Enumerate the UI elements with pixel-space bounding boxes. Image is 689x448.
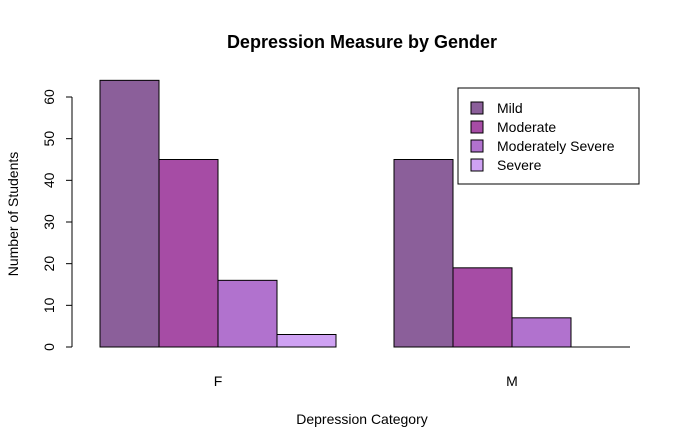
legend-swatch — [470, 139, 484, 153]
y-tick-label: 50 — [41, 131, 57, 147]
chart-title: Depression Measure by Gender — [227, 32, 497, 52]
legend-box — [457, 87, 640, 185]
bar-M-moderately-severe — [511, 317, 572, 348]
y-tick-label: 30 — [41, 214, 57, 230]
x-axis-label: Depression Category — [296, 411, 428, 427]
y-axis-label: Number of Students — [5, 152, 21, 277]
bars-group — [99, 79, 630, 348]
legend-label: Mild — [497, 100, 523, 116]
legend-swatch — [470, 120, 484, 134]
y-axis: 0 10 20 30 40 50 60 — [41, 89, 73, 351]
x-tick-label: F — [214, 373, 223, 389]
y-tick-label: 40 — [41, 172, 57, 188]
y-tick-label: 0 — [41, 343, 57, 351]
bar-F-mild — [99, 79, 160, 348]
bar-F-severe — [276, 334, 337, 348]
bar-F-moderate — [158, 159, 219, 348]
legend-label: Moderately Severe — [497, 138, 615, 154]
bar-M-moderate — [452, 267, 513, 348]
legend-swatch — [470, 101, 484, 115]
legend-label: Severe — [497, 157, 542, 173]
y-tick-label: 60 — [41, 89, 57, 105]
legend-label: Moderate — [497, 119, 556, 135]
y-tick-label: 10 — [41, 297, 57, 313]
y-tick-label: 20 — [41, 256, 57, 272]
x-tick-label: M — [506, 373, 518, 389]
bar-M-mild — [393, 159, 454, 348]
bar-F-moderately-severe — [217, 279, 278, 348]
legend-swatch — [470, 158, 484, 172]
legend: Mild Moderate Moderately Severe Severe — [457, 87, 640, 185]
